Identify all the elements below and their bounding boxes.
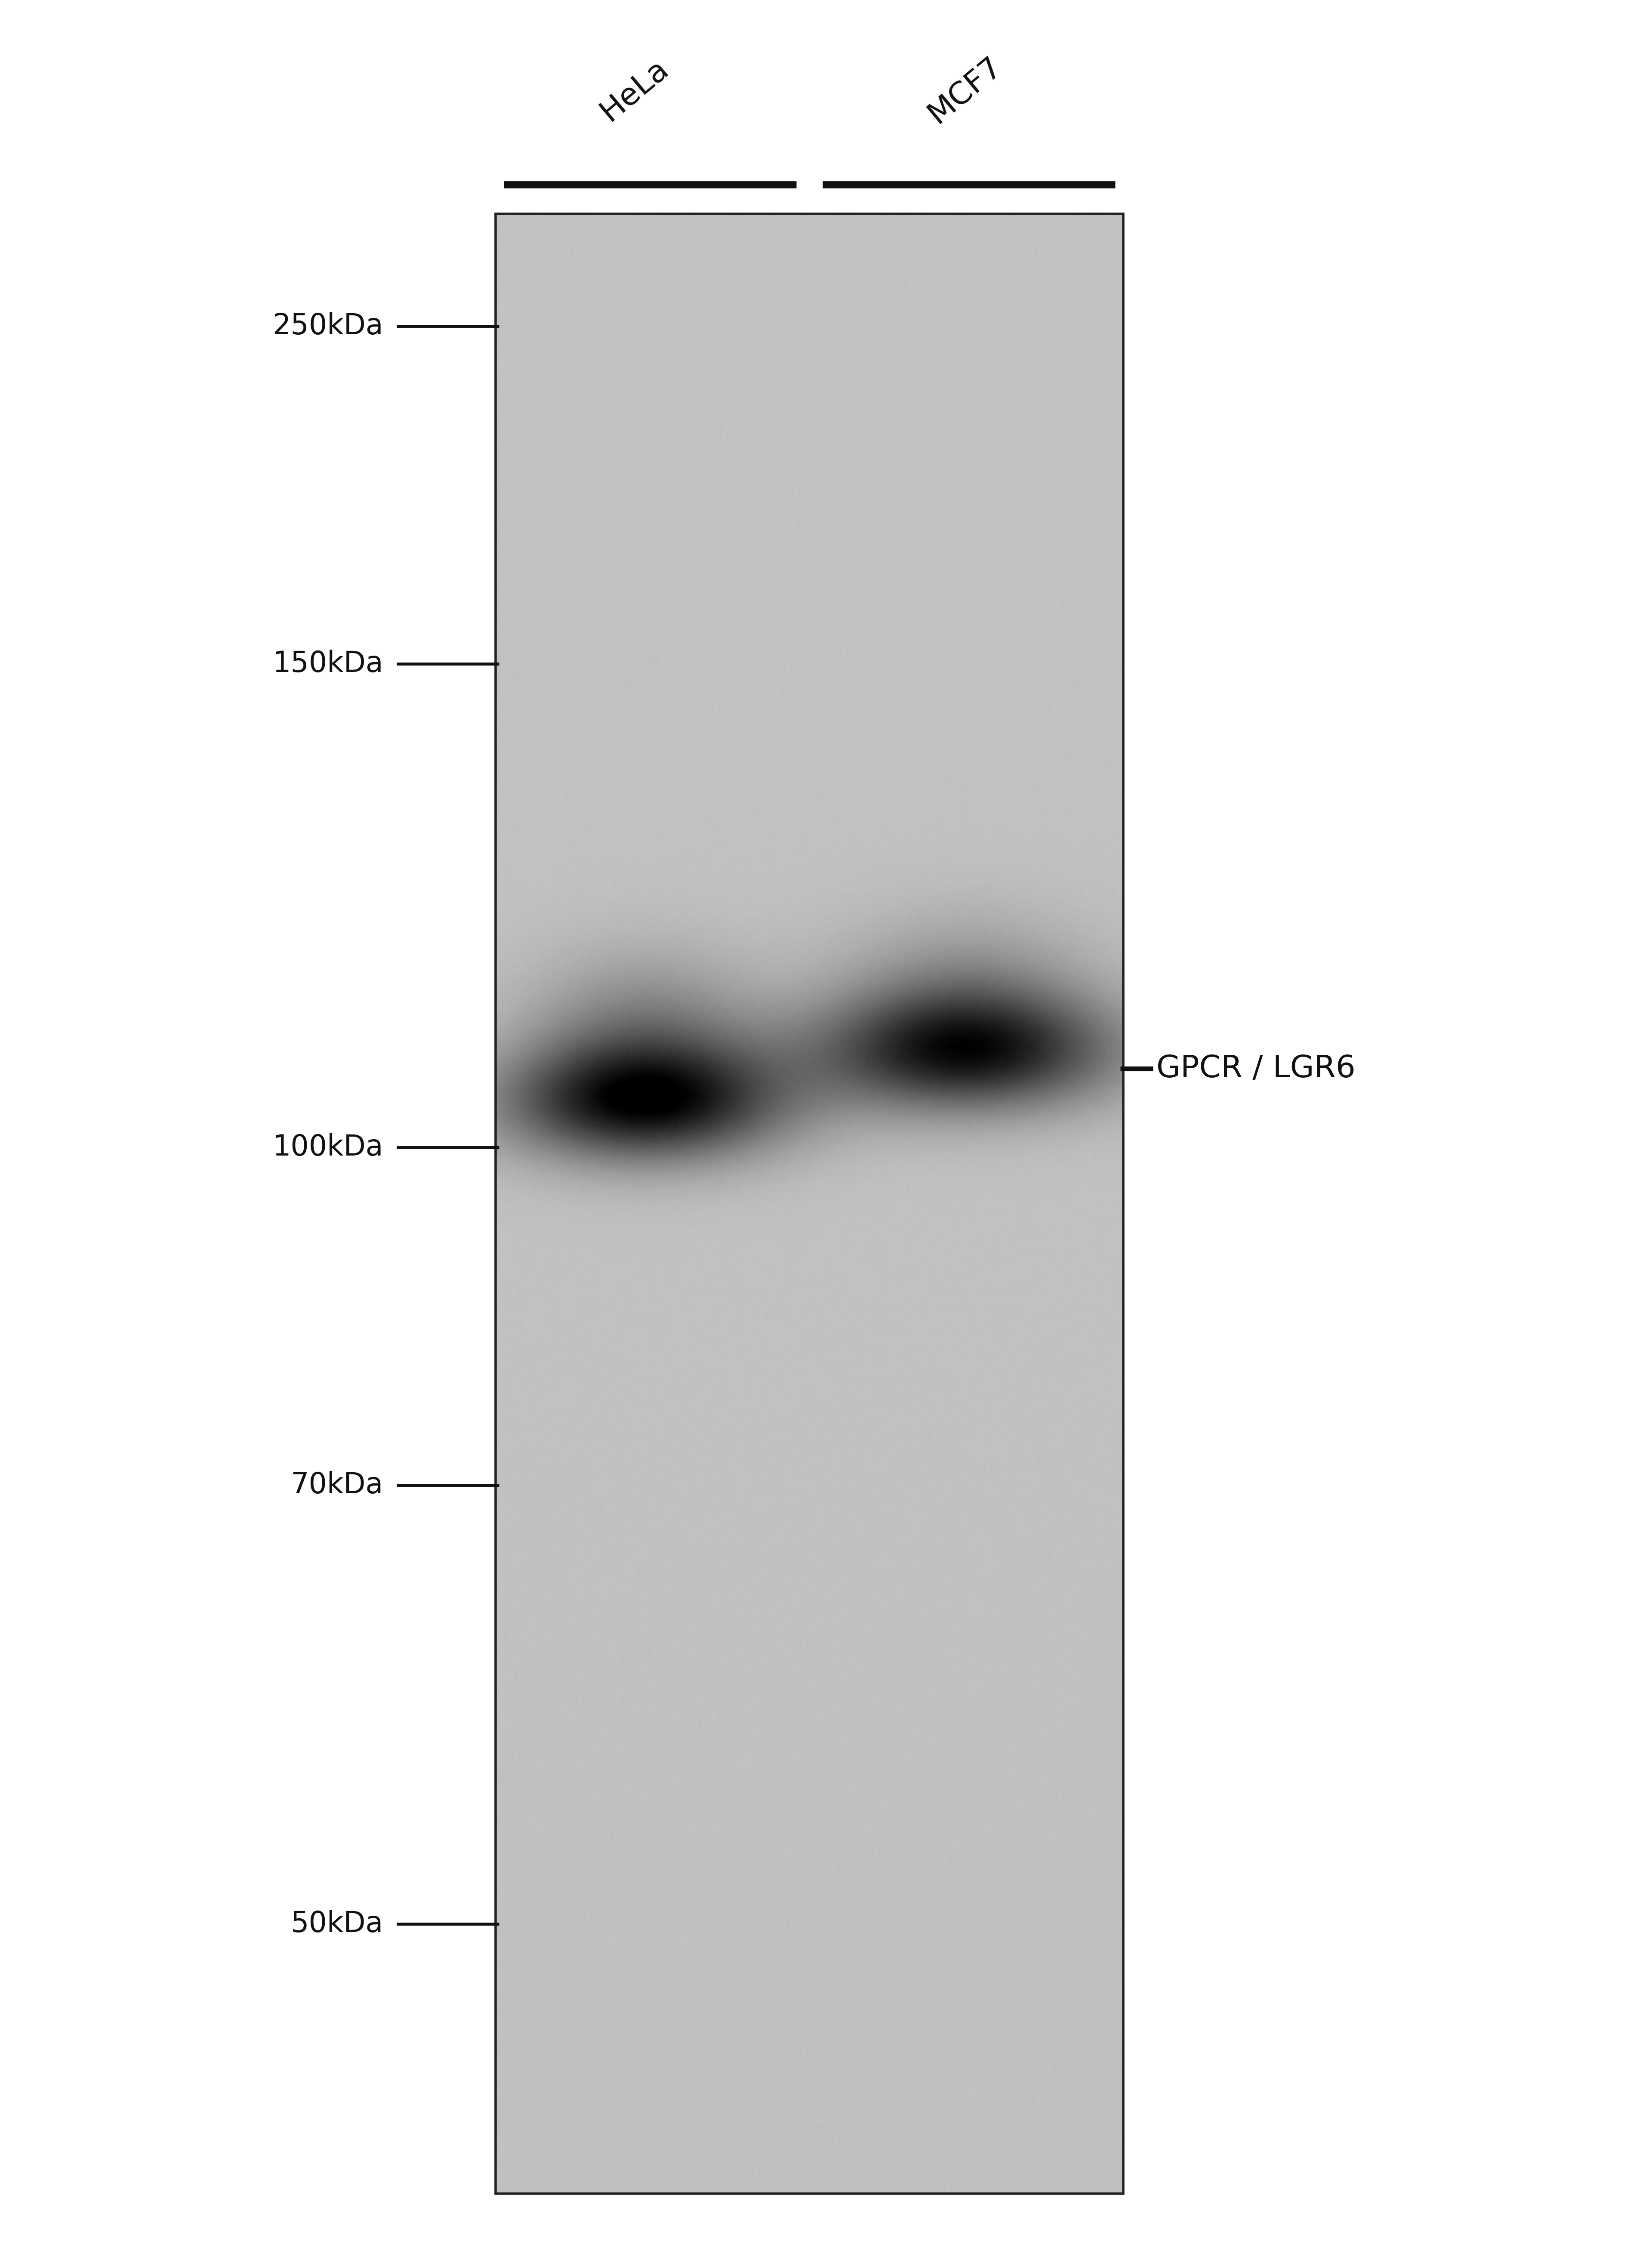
Text: HeLa: HeLa xyxy=(595,54,674,126)
Text: 70kDa: 70kDa xyxy=(291,1472,383,1499)
Text: 50kDa: 50kDa xyxy=(291,1910,383,1937)
Text: 100kDa: 100kDa xyxy=(273,1134,383,1161)
Bar xyxy=(496,214,1123,2194)
Text: 250kDa: 250kDa xyxy=(273,313,383,340)
Text: MCF7: MCF7 xyxy=(922,52,1008,128)
Text: 150kDa: 150kDa xyxy=(273,650,383,677)
Text: GPCR / LGR6: GPCR / LGR6 xyxy=(1156,1053,1356,1084)
